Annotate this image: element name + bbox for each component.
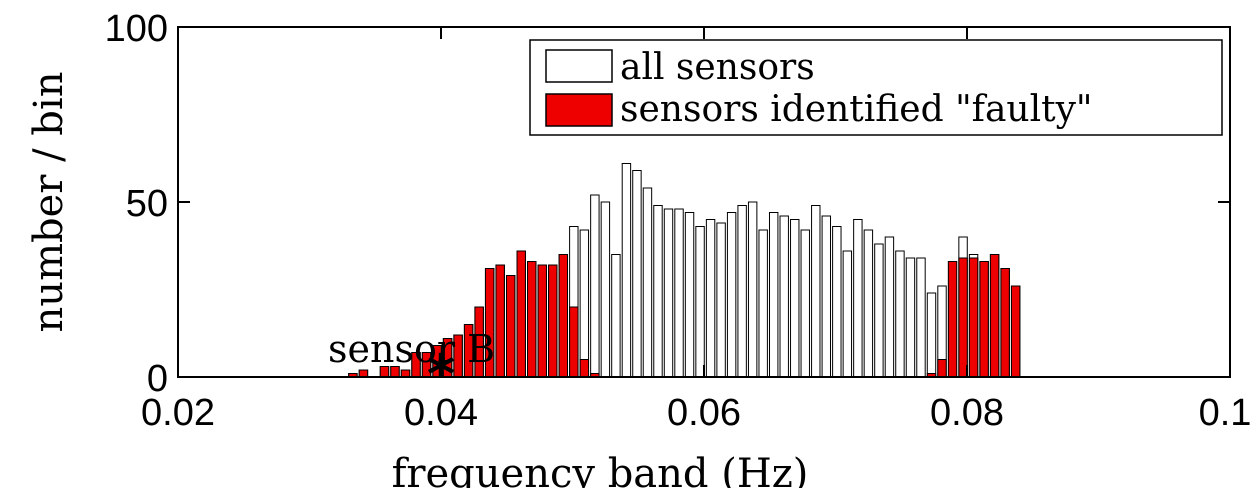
bar-faulty-16 (516, 250, 526, 378)
bar-all-sensors-37 (737, 205, 747, 378)
bar-faulty-60 (979, 261, 989, 378)
bar-faulty-1 (358, 369, 369, 378)
bar-all-sensors-54 (916, 257, 926, 378)
bar-faulty-21 (569, 306, 579, 378)
legend-label-faulty: sensors identified "faulty" (620, 89, 1092, 130)
bar-all-sensors-28 (642, 187, 653, 378)
y-axis-label: number / bin (26, 72, 72, 333)
bar-all-sensors-39 (758, 229, 768, 378)
legend-swatch-faulty (545, 93, 613, 127)
y-tick-label-1: 50 (126, 183, 168, 225)
bar-all-sensors-43 (800, 229, 810, 378)
bar-all-sensors-46 (832, 226, 842, 378)
bar-faulty-5 (400, 369, 411, 378)
bar-all-sensors-55 (926, 292, 937, 378)
bar-all-sensors-24 (600, 201, 611, 378)
bar-all-sensors-34 (705, 219, 716, 378)
bar-faulty-56 (937, 359, 947, 378)
y-tick-label-2: 100 (105, 8, 168, 50)
bar-faulty-57 (947, 261, 958, 378)
legend-swatch-all-sensors (545, 49, 613, 83)
bar-all-sensors-47 (842, 250, 853, 378)
bar-all-sensors-32 (684, 212, 695, 378)
bar-all-sensors-23 (590, 194, 600, 378)
x-axis-label: frequency band (Hz) (392, 451, 809, 488)
bar-faulty-63 (1010, 285, 1021, 378)
bar-faulty-19 (548, 264, 558, 378)
bar-faulty-20 (558, 254, 569, 378)
bar-all-sensors-31 (674, 208, 684, 378)
bar-faulty-22 (579, 359, 590, 378)
x-tick-label-2: 0.06 (667, 392, 741, 434)
bar-all-sensors-38 (747, 201, 758, 378)
bar-all-sensors-29 (653, 205, 663, 378)
bar-faulty-14 (495, 264, 505, 378)
bar-all-sensors-41 (779, 215, 789, 378)
bar-all-sensors-33 (695, 226, 705, 378)
bar-faulty-58 (958, 257, 968, 378)
bar-all-sensors-52 (895, 250, 905, 378)
bar-all-sensors-50 (874, 243, 884, 378)
bar-all-sensors-53 (905, 257, 916, 378)
bar-all-sensors-27 (632, 170, 642, 378)
bar-all-sensors-49 (863, 229, 874, 378)
sensor-b-annotation: sensor B * (328, 327, 495, 406)
bar-faulty-17 (527, 261, 537, 378)
bar-faulty-61 (989, 254, 1000, 378)
bar-faulty-15 (505, 275, 516, 378)
bar-all-sensors-51 (884, 236, 895, 378)
bar-faulty-62 (1000, 268, 1010, 378)
x-tick-label-0: 0.02 (141, 392, 215, 434)
annotation-sensor-b-label: sensor B (328, 327, 495, 371)
bar-all-sensors-44 (811, 205, 821, 378)
legend-label-all-sensors: all sensors (620, 47, 815, 88)
y-tick-label-0: 0 (147, 358, 168, 400)
bar-all-sensors-30 (663, 208, 674, 378)
x-tick-label-4: 0.1 (1199, 392, 1252, 434)
legend: all sensors sensors identified "faulty" (529, 39, 1223, 136)
bars-layer (348, 163, 1021, 378)
bar-all-sensors-45 (821, 215, 832, 378)
bar-faulty-59 (968, 257, 979, 378)
bar-all-sensors-25 (611, 254, 621, 378)
bar-all-sensors-40 (768, 212, 779, 378)
legend-box (529, 39, 1223, 136)
bar-all-sensors-22 (579, 229, 590, 378)
x-tick-label-1: 0.04 (404, 392, 478, 434)
x-tick-label-3: 0.08 (930, 392, 1004, 434)
bar-faulty-18 (537, 264, 547, 378)
bar-all-sensors-26 (621, 163, 632, 378)
bar-all-sensors-42 (790, 219, 800, 378)
annotation-sensor-b-marker: * (427, 343, 455, 406)
bar-all-sensors-35 (716, 222, 726, 378)
bar-all-sensors-48 (853, 219, 863, 378)
ticks-layer: 0.02 0.04 0.06 0.08 0.1 0 50 100 (105, 8, 1252, 434)
bar-all-sensors-36 (726, 212, 737, 378)
